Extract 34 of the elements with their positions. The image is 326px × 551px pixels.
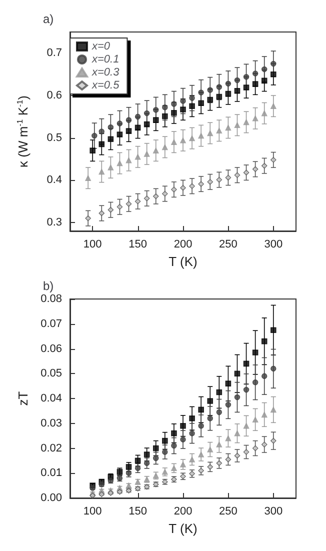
- y-tick-label: 0.7: [46, 47, 62, 60]
- legend-label: x=0.1: [91, 54, 120, 66]
- y-tick-label: 0.07: [40, 318, 62, 330]
- y-axis-title: κ (W m-1 K-1): [16, 96, 30, 168]
- y-tick-label: 0.5: [46, 132, 62, 144]
- y-tick-label: 0.02: [40, 442, 62, 454]
- x-tick-label: 300: [264, 238, 283, 250]
- legend-label: x=0: [91, 40, 111, 52]
- y-tick-label: 0.08: [40, 293, 62, 305]
- y-tick-label: 0.05: [40, 368, 62, 380]
- x-tick-label: 200: [174, 506, 192, 518]
- y-tick-label: 0.06: [40, 342, 62, 355]
- y-tick-label: 0.01: [40, 467, 62, 480]
- x-tick-label: 150: [128, 238, 147, 250]
- x-tick-label: 150: [128, 506, 147, 518]
- legend-label: x=0.5: [91, 80, 120, 92]
- x-tick-label: 100: [83, 238, 102, 250]
- y-tick-label: 0.04: [40, 392, 62, 404]
- x-tick-label: 250: [219, 506, 238, 518]
- y-tick-label: 0.03: [40, 417, 62, 430]
- x-axis-title: T (K): [168, 254, 198, 269]
- chart-title: b): [43, 279, 54, 293]
- y-tick-label: 0.6: [46, 90, 62, 102]
- x-tick-label: 250: [219, 238, 238, 250]
- x-tick-label: 200: [174, 238, 192, 250]
- y-tick-label: 0.4: [46, 174, 62, 186]
- y-tick-label: 0.3: [46, 216, 62, 229]
- x-tick-label: 100: [83, 506, 102, 518]
- x-axis-title: T (K): [168, 521, 198, 536]
- legend-label: x=0.3: [91, 66, 120, 78]
- y-tick-label: 0.00: [40, 492, 62, 504]
- x-tick-label: 300: [264, 506, 283, 518]
- y-axis-title: zT: [16, 391, 31, 406]
- chart-title: a): [43, 12, 54, 26]
